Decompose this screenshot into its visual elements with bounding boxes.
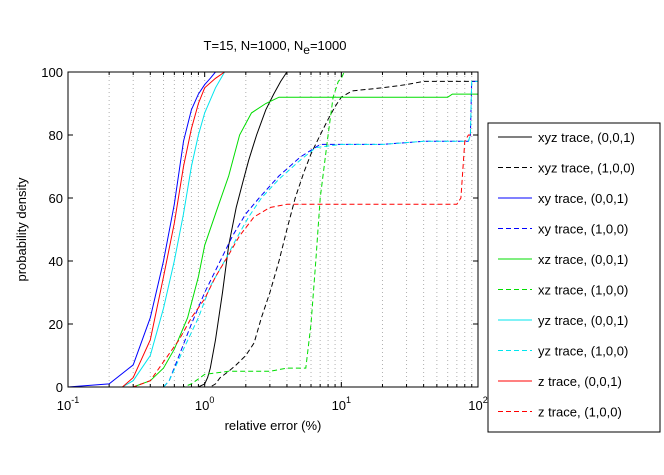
x-tick-label: 102 — [468, 395, 487, 413]
y-tick-label: 20 — [49, 317, 63, 332]
chart-title-main: T=15, N=1000, N — [204, 38, 304, 53]
legend-label: xyz trace, (0,0,1) — [538, 130, 635, 145]
series-line-1 — [68, 80, 478, 388]
legend-layer: xyz trace, (0,0,1) xyz trace, (1,0,0) xy t… — [498, 130, 635, 420]
y-tick-label: 80 — [49, 128, 63, 143]
series-line-5 — [68, 71, 345, 388]
series-line-8 — [68, 71, 225, 388]
legend-label: xz trace, (1,0,0) — [538, 283, 628, 298]
y-axis-label: probability density — [14, 177, 29, 282]
chart-title-suffix: =1000 — [310, 38, 347, 53]
legend-label: xz trace, (0,0,1) — [538, 252, 628, 267]
series-line-4 — [68, 93, 478, 388]
chart-title-subscript: e — [303, 43, 310, 57]
y-tick-label: 100 — [41, 65, 63, 80]
series-line-7 — [68, 80, 478, 388]
legend-label: xy trace, (1,0,0) — [538, 222, 628, 237]
legend-label: yz trace, (1,0,0) — [538, 344, 628, 359]
legend-label: xyz trace, (1,0,0) — [538, 161, 635, 176]
series-line-9 — [68, 134, 478, 388]
y-tick-label: 60 — [49, 191, 63, 206]
legend-label: z trace, (0,0,1) — [538, 374, 622, 389]
tick-layer: 0 20 40 60 80 100 10-1 100 101 102 — [41, 65, 487, 413]
legend-label: yz trace, (0,0,1) — [538, 313, 628, 328]
series-line-3 — [68, 80, 478, 388]
series-layer — [67, 71, 478, 388]
x-tick-label: 101 — [332, 395, 351, 413]
series-line-0 — [68, 71, 288, 388]
grid-layer — [108, 72, 473, 387]
x-axis-label: relative error (%) — [225, 418, 322, 433]
plot-frame — [67, 71, 479, 388]
series-line-2 — [67, 71, 216, 388]
x-tick-label: 100 — [195, 395, 214, 413]
y-tick-label: 40 — [49, 254, 63, 269]
x-tick-label: 10-1 — [57, 395, 79, 413]
y-tick-label: 0 — [56, 380, 63, 395]
legend-label: xy trace, (0,0,1) — [538, 191, 628, 206]
chart-title: T=15, N=1000, Ne=1000 — [204, 38, 347, 57]
series-line-6 — [68, 71, 226, 388]
legend-label: z trace, (1,0,0) — [538, 405, 622, 420]
